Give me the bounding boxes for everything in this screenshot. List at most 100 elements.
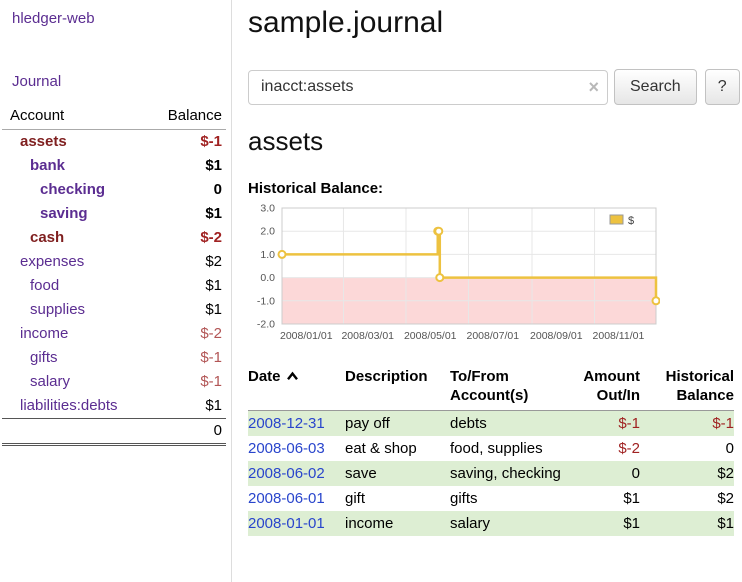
account-name-cell: bank <box>2 154 144 178</box>
account-link[interactable]: salary <box>30 373 71 390</box>
register-cell-description: save <box>345 465 377 482</box>
accounts-total-balance: 0 <box>144 418 226 446</box>
transaction-date-link[interactable]: 2008-06-03 <box>248 440 325 457</box>
account-link[interactable]: checking <box>40 181 106 198</box>
clear-search-icon[interactable]: × <box>588 76 599 97</box>
sort-ascending-icon <box>286 371 298 380</box>
chart-xtick-label: 2008/09/01 <box>530 330 583 342</box>
account-link[interactable]: assets <box>20 133 67 150</box>
account-row: gifts $-1 <box>2 346 226 370</box>
account-link[interactable]: expenses <box>20 253 85 270</box>
chart-ytick-label: 2.0 <box>260 226 275 238</box>
chart-point-marker <box>435 273 445 283</box>
account-name-cell: liabilities:debts <box>2 394 144 419</box>
account-balance: $-1 <box>200 373 222 390</box>
accounts-total-spacer <box>2 418 144 446</box>
date-header-label: Date <box>248 368 281 385</box>
page-title: sample.journal <box>248 6 444 39</box>
account-name-cell: gifts <box>2 346 144 370</box>
account-link[interactable]: bank <box>30 157 66 174</box>
register-header-date[interactable]: Date <box>248 365 345 411</box>
account-row: checking 0 <box>2 178 226 202</box>
accounts-header-line2: Account(s) <box>450 387 529 404</box>
account-row: saving $1 <box>2 202 226 226</box>
chart-ytick-label: -1.0 <box>257 295 275 307</box>
balance-chart-svg: 3.0 2.0 1.0 0.0 -1.0 -2.0 2008/01/01 2008/03/01… <box>257 203 660 342</box>
register-row: 2008-06-01 gift gifts $1 $2 <box>248 486 734 511</box>
transaction-date-link[interactable]: 2008-06-02 <box>248 465 325 482</box>
account-name-cell: assets <box>2 130 144 155</box>
register-cell-date: 2008-01-01 <box>248 511 345 536</box>
account-balance: $1 <box>205 157 222 174</box>
account-balance: $1 <box>205 301 222 318</box>
account-balance: $1 <box>205 277 222 294</box>
help-button[interactable]: ? <box>704 69 740 105</box>
account-balance: $-1 <box>200 349 222 366</box>
account-link[interactable]: food <box>30 277 60 294</box>
account-balance: $1 <box>205 397 222 414</box>
register-header-amount: Amount Out/In <box>575 365 640 411</box>
register-cell-date: 2008-06-03 <box>248 436 345 461</box>
accounts-total-row: 0 <box>2 418 226 446</box>
chart-xtick-label: 2008/07/01 <box>466 330 519 342</box>
register-rows: 2008-12-31 pay off debts $-1 $-1 2008-06-03 ea… <box>248 410 734 536</box>
chart-ytick-label: 3.0 <box>260 203 275 215</box>
account-balance: $1 <box>205 205 222 222</box>
amount-header-line1: Amount <box>583 368 640 385</box>
register-cell-description: gift <box>345 490 366 507</box>
register-header-balance: Historical Balance <box>640 365 734 411</box>
balance-header-line2: Balance <box>676 387 734 404</box>
transaction-date-link[interactable]: 2008-01-01 <box>248 515 325 532</box>
chart-ytick-label: 1.0 <box>260 249 275 261</box>
chart-point-marker <box>277 249 287 259</box>
register-cell-amount: $1 <box>623 515 640 532</box>
chart-xtick-label: 2008/05/01 <box>404 330 457 342</box>
account-row: bank $1 <box>2 154 226 178</box>
account-link[interactable]: cash <box>30 229 65 246</box>
account-row: cash $-2 <box>2 226 226 250</box>
chart-legend-label: $ <box>628 215 634 227</box>
register-cell-accounts: saving, checking <box>450 465 561 482</box>
account-name-cell: cash <box>2 226 144 250</box>
register-header-accounts: To/From Account(s) <box>450 365 575 411</box>
register-cell-amount: $1 <box>623 490 640 507</box>
account-name-cell: saving <box>2 202 144 226</box>
register-cell-balance: $2 <box>717 490 734 507</box>
register-cell-date: 2008-12-31 <box>248 411 345 437</box>
account-link[interactable]: saving <box>40 205 88 222</box>
transaction-date-link[interactable]: 2008-06-01 <box>248 490 325 507</box>
search-input[interactable] <box>248 69 608 105</box>
account-link[interactable]: supplies <box>30 301 86 318</box>
accounts-rows: assets $-1 bank $1 checking 0 saving $1 cash $-2 e… <box>2 130 226 419</box>
transaction-date-link[interactable]: 2008-12-31 <box>248 415 325 432</box>
account-balance: $-2 <box>200 325 222 342</box>
register-header-description: Description <box>345 365 450 411</box>
chart-point-marker <box>651 296 660 306</box>
register-table: Date Description To/From Account(s) Amou… <box>248 365 734 536</box>
account-name-cell: food <box>2 274 144 298</box>
chart-point-marker <box>434 226 444 236</box>
accounts-header-account: Account <box>2 104 144 130</box>
sidebar: hledger-web Journal Account Balance asse… <box>0 0 232 582</box>
register-row: 2008-01-01 income salary $1 $1 <box>248 511 734 536</box>
sidebar-item-journal[interactable]: Journal <box>12 73 62 90</box>
account-name-cell: checking <box>2 178 144 202</box>
chart-ytick-label: 0.0 <box>260 272 275 284</box>
register-cell-accounts: debts <box>450 415 487 432</box>
search-button[interactable]: Search <box>614 69 697 105</box>
chart-xtick-label: 2008/01/01 <box>280 330 333 342</box>
account-link[interactable]: liabilities:debts <box>20 397 118 414</box>
register-row: 2008-06-02 save saving, checking 0 $2 <box>248 461 734 486</box>
accounts-header-row: Account Balance <box>2 104 226 130</box>
register-cell-date: 2008-06-02 <box>248 461 345 486</box>
register-cell-accounts: food, supplies <box>450 440 543 457</box>
account-row: expenses $2 <box>2 250 226 274</box>
account-heading: assets <box>248 126 324 156</box>
register-cell-accounts: salary <box>450 515 491 532</box>
app-title-link[interactable]: hledger-web <box>12 10 95 27</box>
main-content: sample.journal × Search ? assets Histori… <box>232 0 742 582</box>
account-link[interactable]: income <box>20 325 69 342</box>
register-header-row: Date Description To/From Account(s) Amou… <box>248 365 734 411</box>
account-link[interactable]: gifts <box>30 349 58 366</box>
register-cell-balance: 0 <box>725 440 734 457</box>
